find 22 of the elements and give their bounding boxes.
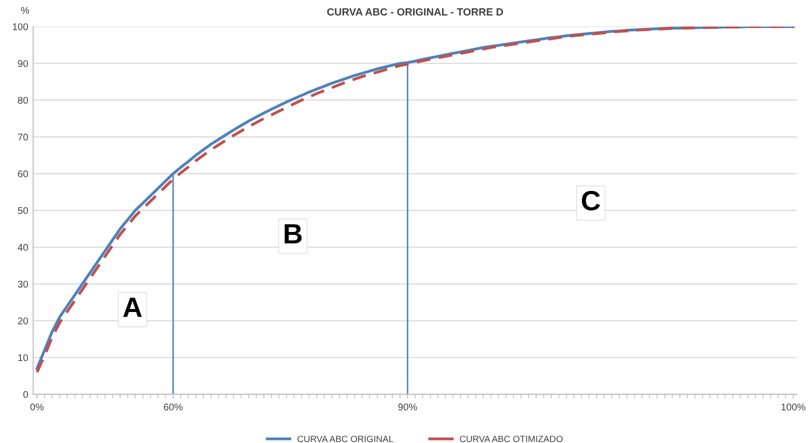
annotation: B [284,224,302,244]
y-tick-label: 20 [18,317,28,324]
chart-title: CURVA ABC - ORIGINAL - TORRE D [327,8,504,16]
x-tick-label: 60% [164,404,183,410]
y-axis-title: % [21,6,30,14]
y-tick-label: 40 [18,244,28,251]
legend-label: CURVA ABC OTIMIZADO [460,436,563,442]
y-tick-label: 0 [23,391,28,398]
x-tick-label: 100% [782,404,806,410]
y-tick-label: 50 [18,207,28,214]
y-tick-label: 80 [18,96,28,104]
annotation: A [123,298,142,317]
y-tick-label: 90 [18,60,28,67]
y-tick-label: 30 [18,280,28,288]
legend-label: CURVA ABC ORIGINAL [298,436,394,442]
y-tick-label: 60 [18,170,28,178]
x-tick-label: 0% [30,404,44,410]
y-tick-label: 100 [12,23,28,30]
annotation: C [582,190,600,211]
x-tick-label: 90% [398,404,417,410]
y-tick-label: 70 [18,134,28,141]
y-tick-label: 10 [18,354,28,362]
